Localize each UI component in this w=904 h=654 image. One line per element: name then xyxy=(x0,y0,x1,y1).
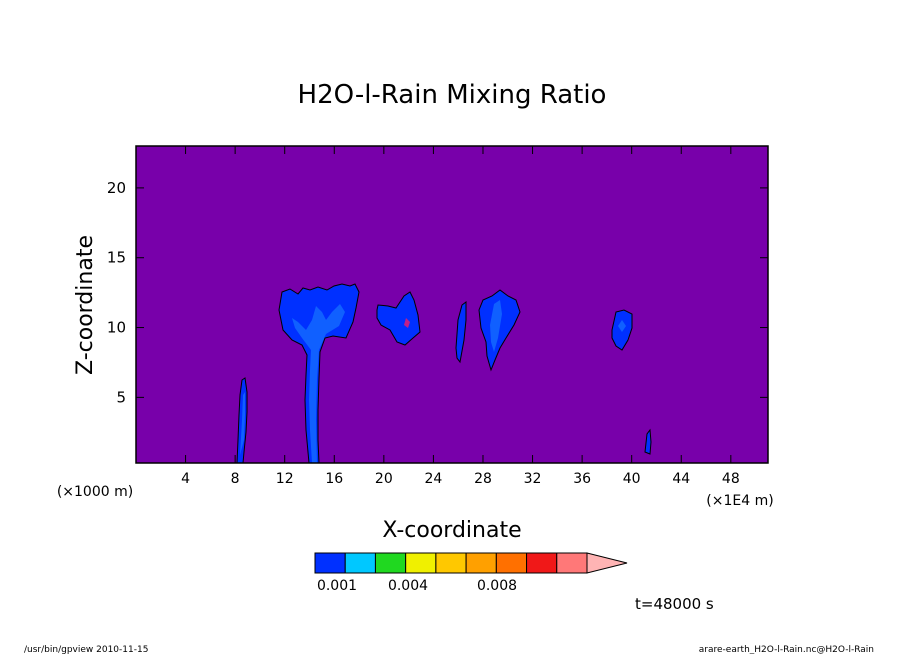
y-tick-label: 20 xyxy=(107,179,126,197)
y-tick-label: 15 xyxy=(107,249,126,267)
colorbar-label: 0.004 xyxy=(388,578,428,594)
x-tick-label: 16 xyxy=(325,471,343,487)
plot-frame xyxy=(135,145,769,464)
footer-left: /usr/bin/gpview 2010-11-15 xyxy=(24,645,148,654)
footer-right: arare-earth_H2O-l-Rain.nc@H2O-l-Rain xyxy=(699,645,874,654)
plot-background xyxy=(136,146,768,463)
colorbar-segment xyxy=(526,552,558,574)
rain-cell-x26 xyxy=(455,301,467,364)
colorbar-segment xyxy=(314,552,346,574)
rain-cell-core-x30 xyxy=(490,300,502,352)
colorbar-segment xyxy=(556,552,588,574)
rain-cell-x41 xyxy=(644,428,652,455)
colorbar: 0.001 0.004 0.008 xyxy=(314,552,628,594)
x-axis-ticks: 4 8 12 16 20 24 28 32 36 40 44 48 xyxy=(181,146,740,487)
x-tick-label: 8 xyxy=(231,471,240,487)
x-unit-label: (×1E4 m) xyxy=(706,493,773,509)
rain-cell-core-x39 xyxy=(618,320,626,332)
colorbar-segment xyxy=(435,552,467,574)
x-tick-label: 20 xyxy=(375,471,393,487)
colorbar-label: 0.008 xyxy=(477,578,517,594)
x-tick-label: 24 xyxy=(424,471,442,487)
time-label: t=48000 s xyxy=(635,595,714,613)
y-axis-label: Z-coordinate xyxy=(73,235,98,375)
colorbar-label: 0.001 xyxy=(317,578,357,594)
colorbar-segment xyxy=(374,552,407,574)
chart-title: H2O-l-Rain Mixing Ratio xyxy=(298,80,607,110)
colorbar-segment xyxy=(405,552,437,574)
x-tick-label: 44 xyxy=(672,471,690,487)
colorbar-segment xyxy=(344,552,376,574)
x-axis-label: X-coordinate xyxy=(382,518,521,543)
x-tick-label: 36 xyxy=(573,471,591,487)
rain-cell-x21 xyxy=(376,291,421,346)
x-tick-label: 32 xyxy=(524,471,542,487)
colorbar-extend-arrow xyxy=(586,552,628,574)
rain-plume-core-x9 xyxy=(240,392,245,455)
y-tick-label: 5 xyxy=(116,388,126,406)
rain-cell-core-x21 xyxy=(404,318,410,328)
x-tick-label: 12 xyxy=(276,471,294,487)
rain-contours xyxy=(236,283,652,464)
x-tick-label: 4 xyxy=(181,471,190,487)
colorbar-segment xyxy=(495,552,528,574)
y-axis-ticks: 5 10 15 20 xyxy=(107,179,768,406)
y-tick-label: 10 xyxy=(107,319,126,337)
x-tick-label: 48 xyxy=(722,471,740,487)
colorbar-segment xyxy=(465,552,497,574)
x-scale-label: (×1000 m) xyxy=(57,484,133,500)
rain-tree-core-x15 xyxy=(292,304,345,463)
x-tick-label: 28 xyxy=(474,471,492,487)
x-tick-label: 40 xyxy=(623,471,641,487)
rain-cell-x30 xyxy=(478,289,521,372)
